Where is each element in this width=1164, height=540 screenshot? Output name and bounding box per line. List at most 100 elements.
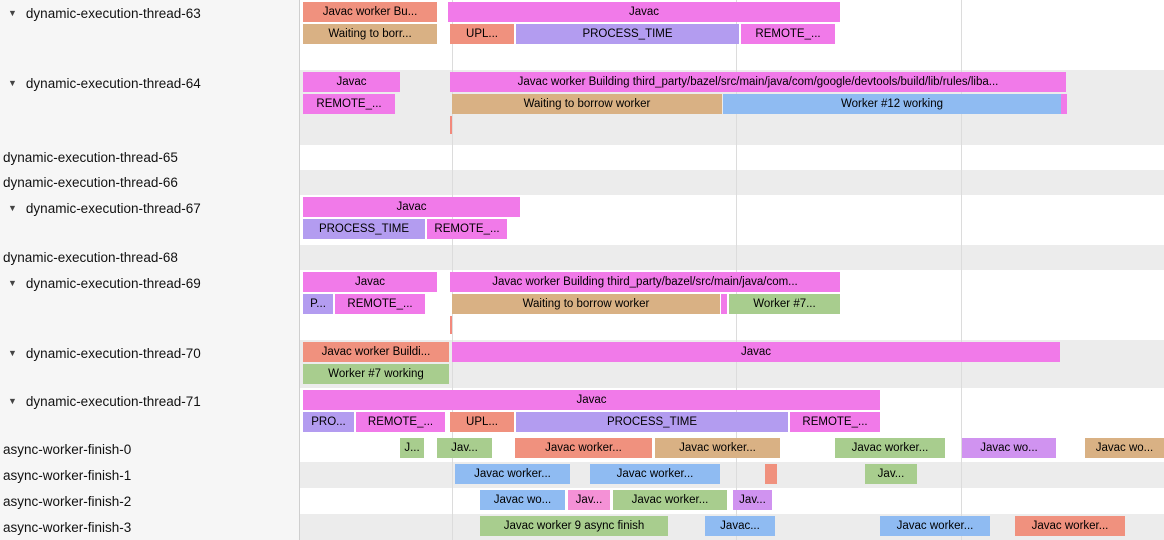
- expander-arrow-icon[interactable]: ▼: [8, 78, 17, 88]
- trace-slice[interactable]: Javac worker Buildi...: [303, 342, 449, 362]
- trace-slice[interactable]: REMOTE_...: [790, 412, 880, 432]
- red-tick-marker[interactable]: [450, 116, 452, 134]
- trace-slice[interactable]: UPL...: [450, 24, 514, 44]
- thread-label[interactable]: dynamic-execution-thread-65: [0, 145, 299, 170]
- thread-label[interactable]: ▼ dynamic-execution-thread-70: [0, 340, 299, 366]
- trace-slice[interactable]: Javac worker Building third_party/bazel/…: [450, 272, 840, 292]
- trace-slice[interactable]: PROCESS_TIME: [303, 219, 425, 239]
- trace-slice[interactable]: Waiting to borr...: [303, 24, 437, 44]
- thread-label[interactable]: async-worker-finish-1: [0, 462, 299, 488]
- trace-slice[interactable]: Worker #7...: [729, 294, 840, 314]
- thread-label[interactable]: ▼ dynamic-execution-thread-63: [0, 0, 299, 26]
- thread-label[interactable]: async-worker-finish-3: [0, 514, 299, 540]
- track-dynamic-execution-thread-71: Javac PRO... REMOTE_... UPL... PROCESS_TIME R…: [300, 388, 1164, 436]
- trace-slice[interactable]: Javac: [303, 197, 520, 217]
- thread-label[interactable]: ▼ dynamic-execution-thread-67: [0, 195, 299, 221]
- expander-arrow-icon[interactable]: ▼: [8, 8, 17, 18]
- trace-slice[interactable]: REMOTE_...: [741, 24, 835, 44]
- thread-name: async-worker-finish-2: [3, 493, 132, 509]
- thread-row-6: ▼ dynamic-execution-thread-69: [0, 270, 299, 340]
- thread-label[interactable]: ▼ dynamic-execution-thread-71: [0, 388, 299, 414]
- expander-arrow-icon[interactable]: ▼: [8, 278, 17, 288]
- track-dynamic-execution-thread-64: Javac Javac worker Building third_party/b…: [300, 70, 1164, 145]
- trace-slice[interactable]: Javac worker...: [515, 438, 652, 458]
- thread-row-8: ▼ dynamic-execution-thread-71: [0, 388, 299, 436]
- track-dynamic-execution-thread-69: Javac Javac worker Building third_party/b…: [300, 270, 1164, 340]
- trace-slice[interactable]: Javac worker...: [655, 438, 780, 458]
- thread-list: ▼ dynamic-execution-thread-63 ▼ dynamic-exe…: [0, 0, 300, 540]
- trace-slice[interactable]: REMOTE_...: [427, 219, 507, 239]
- trace-slice[interactable]: Jav...: [437, 438, 492, 458]
- track-dynamic-execution-thread-65: [300, 145, 1164, 170]
- thread-row-9: async-worker-finish-0: [0, 436, 299, 462]
- trace-slice[interactable]: Javac: [303, 72, 400, 92]
- track-dynamic-execution-thread-70: Javac worker Buildi... Javac Worker #7 wor…: [300, 340, 1164, 388]
- trace-slice[interactable]: Javac wo...: [1085, 438, 1164, 458]
- trace-slice[interactable]: Javac wo...: [962, 438, 1056, 458]
- trace-slice[interactable]: Javac: [448, 2, 840, 22]
- track-async-worker-finish-3: Javac worker 9 async finish Javac... Javac…: [300, 514, 1164, 540]
- trace-slice[interactable]: Javac worker...: [455, 464, 570, 484]
- time-gridline: [736, 0, 737, 540]
- trace-slice[interactable]: Javac: [303, 390, 880, 410]
- track-dynamic-execution-thread-67: Javac PROCESS_TIME REMOTE_...: [300, 195, 1164, 245]
- thread-label[interactable]: async-worker-finish-0: [0, 436, 299, 462]
- thread-name: dynamic-execution-thread-65: [3, 150, 178, 165]
- thread-label[interactable]: async-worker-finish-2: [0, 488, 299, 514]
- trace-slice[interactable]: [765, 464, 777, 484]
- thread-label[interactable]: dynamic-execution-thread-66: [0, 170, 299, 195]
- trace-slice[interactable]: Javac worker Bu...: [303, 2, 437, 22]
- trace-slice[interactable]: UPL...: [450, 412, 514, 432]
- trace-slice[interactable]: [721, 294, 727, 314]
- trace-slice[interactable]: REMOTE_...: [303, 94, 395, 114]
- trace-slice[interactable]: Worker #12 working: [723, 94, 1061, 114]
- time-gridline: [961, 0, 962, 540]
- trace-slice[interactable]: [1061, 94, 1067, 114]
- thread-label[interactable]: ▼ dynamic-execution-thread-64: [0, 70, 299, 96]
- trace-slice[interactable]: Javac worker...: [613, 490, 727, 510]
- time-gridline: [452, 0, 453, 540]
- trace-slice[interactable]: Javac worker...: [880, 516, 990, 536]
- expander-arrow-icon[interactable]: ▼: [8, 203, 17, 213]
- timeline-canvas[interactable]: Javac worker Bu... Javac Waiting to borr..…: [300, 0, 1164, 540]
- track-async-worker-finish-2: Javac wo... Jav... Javac worker... Jav...: [300, 488, 1164, 514]
- trace-slice[interactable]: REMOTE_...: [335, 294, 425, 314]
- red-tick-marker[interactable]: [450, 316, 452, 334]
- thread-name: dynamic-execution-thread-70: [25, 345, 201, 361]
- thread-label[interactable]: dynamic-execution-thread-68: [0, 245, 299, 270]
- thread-label[interactable]: ▼ dynamic-execution-thread-69: [0, 270, 299, 296]
- thread-row-3: dynamic-execution-thread-66: [0, 170, 299, 195]
- trace-slice[interactable]: Javac worker...: [835, 438, 945, 458]
- thread-name: async-worker-finish-3: [3, 519, 132, 535]
- thread-name: async-worker-finish-0: [3, 441, 132, 457]
- trace-slice[interactable]: Javac worker 9 async finish: [480, 516, 668, 536]
- trace-slice[interactable]: Javac worker...: [590, 464, 720, 484]
- expander-arrow-icon[interactable]: ▼: [8, 396, 17, 406]
- trace-slice[interactable]: Javac worker...: [1015, 516, 1125, 536]
- trace-slice[interactable]: Javac: [303, 272, 437, 292]
- thread-row-12: async-worker-finish-3: [0, 514, 299, 540]
- trace-slice[interactable]: Worker #7 working: [303, 364, 449, 384]
- trace-slice[interactable]: Javac wo...: [480, 490, 565, 510]
- thread-name: dynamic-execution-thread-71: [25, 393, 201, 409]
- trace-slice[interactable]: Jav...: [568, 490, 610, 510]
- expander-arrow-icon[interactable]: ▼: [8, 348, 17, 358]
- thread-row-0: ▼ dynamic-execution-thread-63: [0, 0, 299, 70]
- trace-slice[interactable]: J...: [400, 438, 424, 458]
- trace-slice[interactable]: Javac: [452, 342, 1060, 362]
- trace-slice[interactable]: Waiting to borrow worker: [452, 294, 720, 314]
- trace-slice[interactable]: Javac...: [705, 516, 775, 536]
- trace-slice[interactable]: Javac worker Building third_party/bazel/…: [450, 72, 1066, 92]
- thread-row-2: dynamic-execution-thread-65: [0, 145, 299, 170]
- trace-slice[interactable]: P...: [303, 294, 333, 314]
- trace-slice[interactable]: Jav...: [733, 490, 772, 510]
- trace-slice[interactable]: Waiting to borrow worker: [452, 94, 722, 114]
- trace-slice[interactable]: PROCESS_TIME: [516, 24, 739, 44]
- thread-name: async-worker-finish-1: [3, 467, 132, 483]
- trace-slice[interactable]: Jav...: [865, 464, 917, 484]
- thread-row-10: async-worker-finish-1: [0, 462, 299, 488]
- trace-slice[interactable]: PRO...: [303, 412, 354, 432]
- trace-slice[interactable]: REMOTE_...: [356, 412, 445, 432]
- track-layer: Javac worker Bu... Javac Waiting to borr..…: [300, 0, 1164, 540]
- trace-slice[interactable]: PROCESS_TIME: [516, 412, 788, 432]
